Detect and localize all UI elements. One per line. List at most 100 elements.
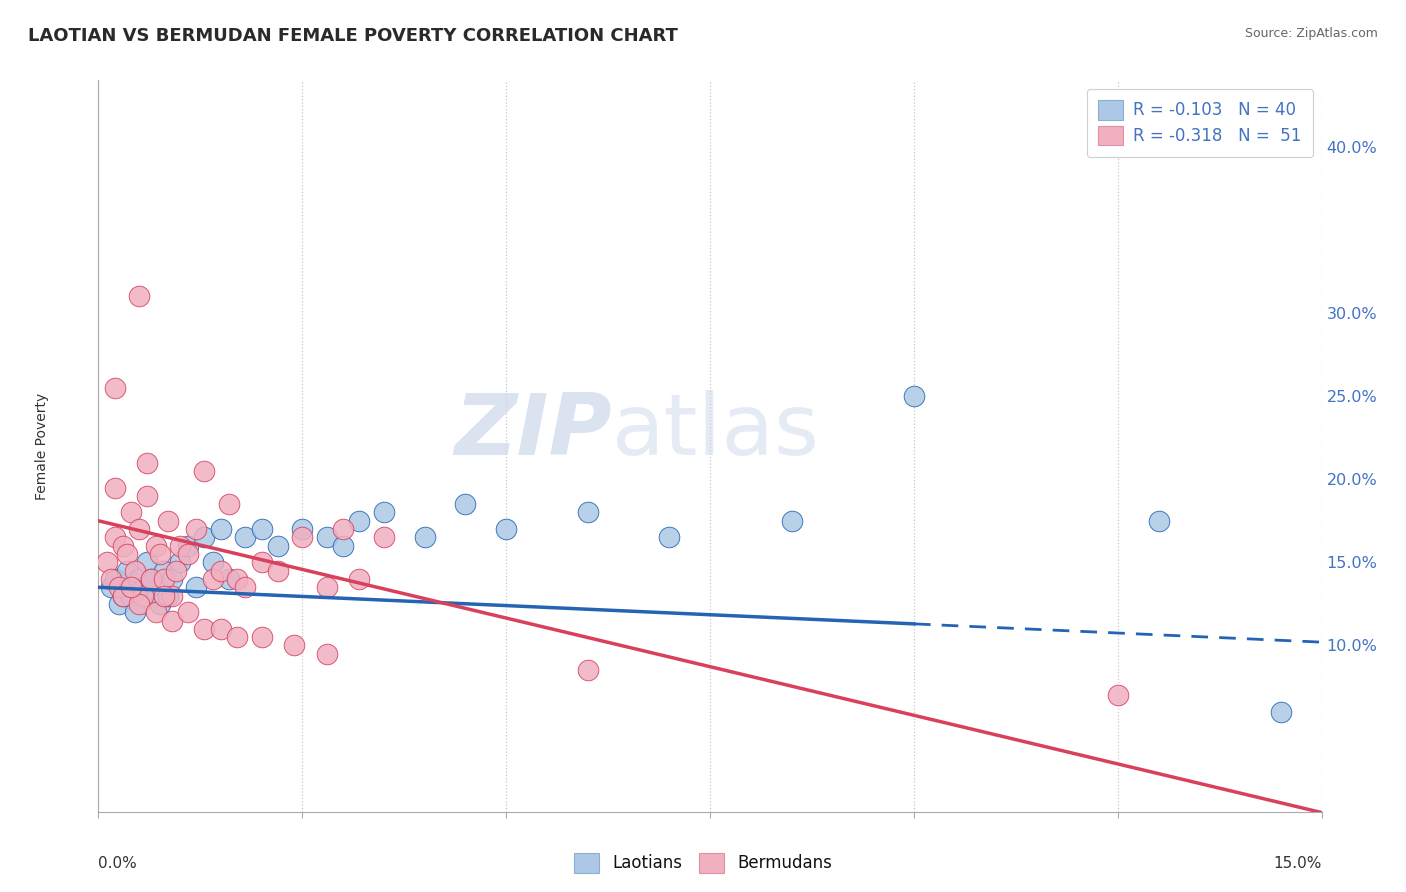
Point [495,522,517,536]
Point [454,497,477,511]
Point [332,522,354,536]
Point [132,589,155,603]
Point [186,522,208,536]
Point [141,572,163,586]
Point [186,580,208,594]
Point [149,597,172,611]
Point [193,464,215,478]
Point [233,530,256,544]
Point [111,589,134,603]
Point [226,572,249,586]
Point [201,555,224,569]
Point [136,555,159,569]
Text: Source: ZipAtlas.com: Source: ZipAtlas.com [1244,27,1378,40]
Point [291,522,314,536]
Point [177,605,200,619]
Point [145,605,167,619]
Text: 0.0%: 0.0% [98,855,138,871]
Point [315,580,337,594]
Point [177,539,200,553]
Point [903,389,925,403]
Point [108,580,131,594]
Point [373,506,395,520]
Point [332,539,354,553]
Point [218,497,240,511]
Point [152,572,174,586]
Text: ZIP: ZIP [454,390,612,473]
Point [233,580,256,594]
Point [169,555,191,569]
Point [104,481,127,495]
Point [152,589,174,603]
Point [315,647,337,661]
Point [250,555,273,569]
Point [780,514,803,528]
Point [120,580,142,594]
Point [100,580,122,594]
Point [115,547,138,561]
Point [291,530,314,544]
Legend: R = -0.103   N = 40, R = -0.318   N =  51: R = -0.103 N = 40, R = -0.318 N = 51 [1087,88,1313,157]
Point [152,564,174,578]
Point [108,597,131,611]
Point [1270,705,1292,719]
Point [373,530,395,544]
Point [124,605,146,619]
Point [658,530,681,544]
Point [209,622,232,636]
Point [165,564,187,578]
Point [132,580,155,594]
Point [149,547,172,561]
Point [96,555,118,569]
Point [128,522,150,536]
Text: LAOTIAN VS BERMUDAN FEMALE POVERTY CORRELATION CHART: LAOTIAN VS BERMUDAN FEMALE POVERTY CORRE… [28,27,678,45]
Text: Female Poverty: Female Poverty [35,392,49,500]
Point [115,564,138,578]
Point [413,530,436,544]
Point [1107,689,1129,703]
Point [120,589,142,603]
Point [100,572,122,586]
Point [128,289,150,303]
Point [250,630,273,644]
Point [226,630,249,644]
Point [104,572,127,586]
Point [104,381,127,395]
Point [156,589,179,603]
Point [193,622,215,636]
Point [124,564,146,578]
Point [160,572,183,586]
Point [250,522,273,536]
Point [267,539,290,553]
Point [283,639,305,653]
Point [111,589,134,603]
Point [177,547,200,561]
Text: atlas: atlas [612,390,820,473]
Point [201,572,224,586]
Point [141,572,163,586]
Point [169,539,191,553]
Text: 15.0%: 15.0% [1274,855,1322,871]
Point [267,564,290,578]
Point [349,514,371,528]
Point [145,589,167,603]
Point [104,530,127,544]
Point [128,597,150,611]
Point [128,572,150,586]
Point [136,456,159,470]
Point [209,522,232,536]
Point [576,664,599,678]
Point [1147,514,1170,528]
Point [156,514,179,528]
Point [315,530,337,544]
Point [349,572,371,586]
Point [111,539,134,553]
Point [218,572,240,586]
Point [120,506,142,520]
Point [160,614,183,628]
Point [136,489,159,503]
Point [160,589,183,603]
Legend: Laotians, Bermudans: Laotians, Bermudans [567,847,839,880]
Point [576,506,599,520]
Point [209,564,232,578]
